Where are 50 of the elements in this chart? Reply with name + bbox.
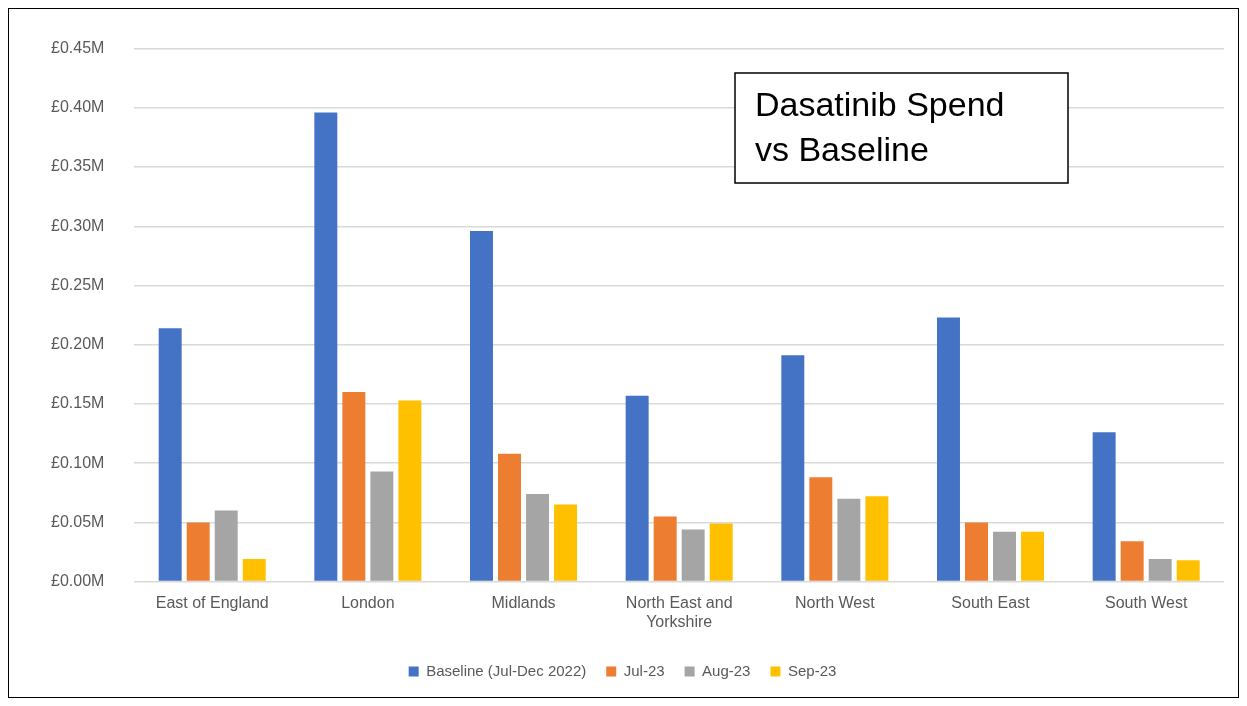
x-tick-label: South West — [1104, 593, 1188, 611]
bar — [809, 477, 833, 581]
y-tick-label: £0.25M — [50, 275, 105, 293]
bar — [993, 531, 1017, 581]
bar — [398, 400, 422, 581]
bar — [781, 355, 805, 581]
y-tick-label: £0.35M — [50, 157, 105, 175]
bar — [342, 392, 366, 581]
y-tick-label: £0.45M — [50, 39, 105, 57]
y-tick-label: £0.00M — [50, 572, 105, 590]
x-tick-label: East of England — [155, 593, 269, 611]
y-tick-label: £0.40M — [50, 98, 105, 116]
bar — [554, 504, 578, 581]
bar — [865, 496, 889, 581]
bar — [214, 510, 238, 581]
bar — [242, 559, 266, 581]
bar — [526, 493, 550, 581]
x-tick-label: North East and Yorkshire — [625, 593, 733, 630]
y-tick-label: £0.05M — [50, 512, 105, 530]
bar — [1120, 541, 1144, 581]
legend-label: Sep-23 — [787, 661, 837, 679]
bar — [936, 317, 960, 581]
legend-label: Jul-23 — [623, 661, 665, 679]
legend-label: Baseline (Jul-Dec 2022) — [426, 661, 587, 679]
bar — [837, 498, 861, 581]
bar — [370, 471, 394, 581]
y-tick-label: £0.15M — [50, 394, 105, 412]
bar — [653, 516, 677, 581]
bar — [1021, 531, 1045, 581]
bar — [158, 328, 182, 581]
bar — [1176, 560, 1200, 581]
bar — [1148, 559, 1172, 581]
y-tick-label: £0.20M — [50, 335, 105, 353]
text: Dasatinib Spend vs Baseline — [755, 85, 1005, 169]
bar — [314, 112, 338, 581]
bar — [681, 529, 705, 581]
bar — [625, 395, 649, 581]
x-tick-label: Midlands — [491, 593, 556, 611]
bar — [186, 522, 210, 581]
bar — [470, 231, 493, 581]
bar — [965, 522, 988, 581]
bar — [1092, 432, 1116, 581]
bar — [498, 453, 521, 581]
bar — [709, 523, 733, 581]
y-tick-label: £0.10M — [50, 453, 105, 471]
y-tick-label: £0.30M — [50, 216, 105, 234]
x-tick-label: South East — [951, 593, 1031, 611]
legend-label: Aug-23 — [702, 661, 751, 679]
x-tick-label: London — [341, 593, 395, 611]
x-tick-label: North West — [794, 593, 876, 611]
